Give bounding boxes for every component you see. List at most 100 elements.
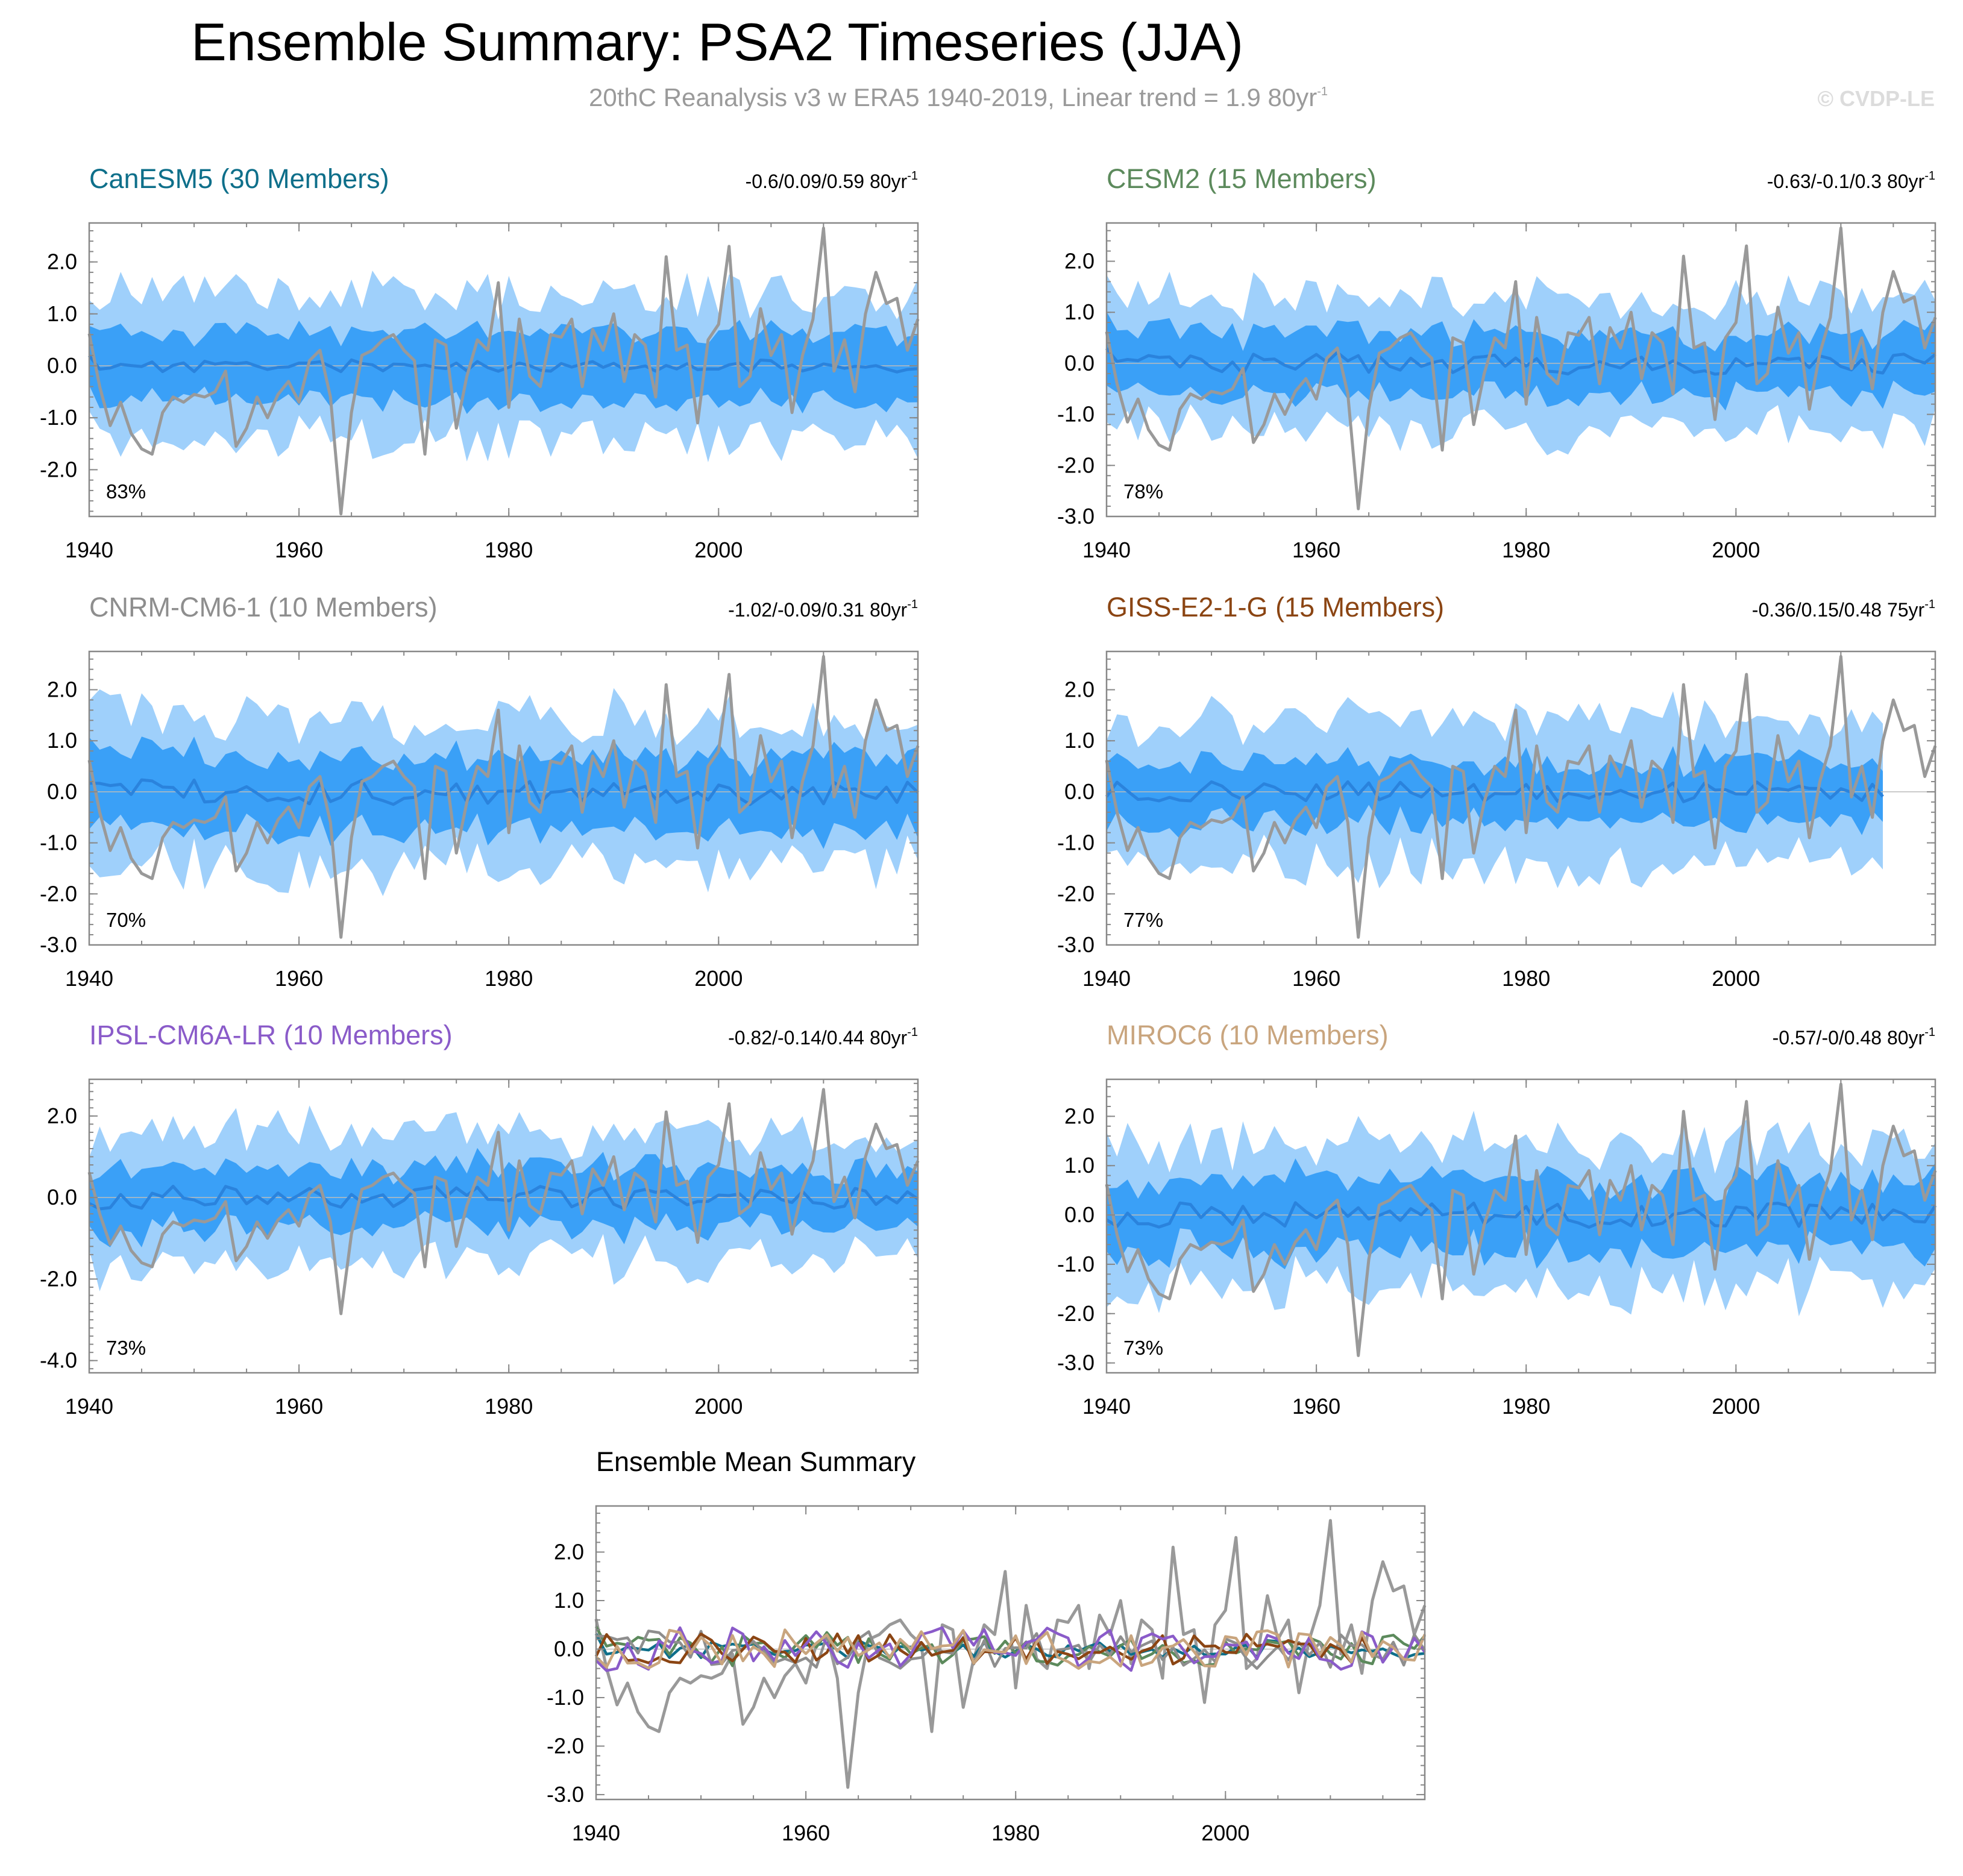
y-tick-label: 2.0: [1064, 1103, 1095, 1128]
ensemble-mean-series-5: [595, 1628, 1427, 1670]
panels-group: CanESM5 (30 Members) -0.6/0.09/0.59 80yr-…: [40, 163, 1937, 1845]
y-tick-label: 2.0: [1064, 249, 1095, 274]
y-tick-label: -2.0: [547, 1733, 584, 1758]
panel-trend-stat-text: -0.63/-0.1/0.3 80yr: [1767, 171, 1925, 192]
x-tick-label: 1960: [1292, 966, 1340, 991]
y-tick-label: 0.0: [1064, 351, 1095, 375]
y-tick-label: 0.0: [1064, 779, 1095, 804]
y-tick-label: 2.0: [47, 677, 77, 702]
x-tick-label: 1940: [65, 966, 113, 991]
y-tick-label: -1.0: [1057, 1252, 1095, 1276]
plot-frame: [88, 1078, 919, 1374]
panel-6: Ensemble Mean Summary 2.0 1.0 0.0 -1.0 -2.0 -3…: [547, 1446, 1427, 1845]
panel-trend-stat-text: -0.36/0.15/0.48 75yr: [1752, 599, 1925, 621]
x-tick-label: 1960: [275, 966, 323, 991]
x-tick-label: 1960: [275, 538, 323, 562]
x-tick-label: 1980: [1502, 1394, 1550, 1419]
ensemble-mean-line: [88, 354, 919, 374]
pattern-correlation-label: 70%: [106, 909, 146, 931]
panel-trend-stat-text: -0.6/0.09/0.59 80yr: [746, 171, 908, 192]
panel-2: CNRM-CM6-1 (10 Members) -1.02/-0.09/0.31 …: [40, 592, 920, 991]
cvdp-watermark: © CVDP-LE: [1817, 86, 1935, 111]
y-tick-label: -3.0: [1057, 504, 1095, 529]
x-tick-label: 2000: [1712, 538, 1760, 562]
panel-1: CESM2 (15 Members) -0.63/-0.1/0.3 80yr-1 7…: [1057, 163, 1937, 562]
y-tick-label: -1.0: [547, 1685, 584, 1710]
observations-line: [87, 655, 920, 939]
y-tick-label: 2.0: [554, 1539, 584, 1564]
y-tick-label: -2.0: [40, 457, 77, 482]
y-tick-label: -1.0: [1057, 402, 1095, 427]
y-tick-label: 0.0: [47, 353, 77, 378]
plot-frame: [1105, 222, 1936, 518]
panel-3: GISS-E2-1-G (15 Members) -0.36/0.15/0.48 …: [1057, 592, 1937, 991]
observations-line: [1105, 227, 1937, 510]
y-tick-label: 0.0: [554, 1636, 584, 1661]
y-tick-label: -1.0: [40, 405, 77, 430]
observations-line: [87, 227, 920, 516]
pattern-correlation-label: 73%: [106, 1337, 146, 1359]
y-tick-label: 1.0: [1064, 728, 1095, 753]
panel-trend-stat: -1.02/-0.09/0.31 80yr-1: [728, 598, 918, 621]
y-tick-label: 2.0: [1064, 677, 1095, 702]
x-tick-label: 1960: [1292, 1394, 1340, 1419]
x-tick-label: 2000: [694, 966, 743, 991]
x-tick-label: 1940: [1082, 538, 1131, 562]
x-tick-label: 1980: [485, 1394, 533, 1419]
panel-trend-stat: -0.82/-0.14/0.44 80yr-1: [728, 1026, 918, 1049]
y-tick-label: -1.0: [1057, 830, 1095, 855]
panel-title: IPSL-CM6A-LR (10 Members): [89, 1020, 453, 1050]
x-tick-label: 1980: [485, 966, 533, 991]
x-tick-label: 1960: [1292, 538, 1340, 562]
panel-trend-stat-superscript: -1: [907, 169, 918, 183]
y-tick-label: 1.0: [1064, 300, 1095, 324]
y-tick-label: -3.0: [40, 932, 77, 957]
y-tick-label: -2.0: [1057, 1301, 1095, 1326]
panel-5: MIROC6 (10 Members) -0.57/-0/0.48 80yr-1 7…: [1057, 1020, 1937, 1419]
figure-subtitle-superscript: -1: [1317, 85, 1328, 98]
panel-4: IPSL-CM6A-LR (10 Members) -0.82/-0.14/0.4…: [40, 1020, 920, 1419]
x-tick-label: 1940: [572, 1821, 620, 1845]
spread-inner-band: [89, 319, 918, 414]
x-tick-label: 2000: [1712, 1394, 1760, 1419]
plot-frame: [1105, 650, 1936, 946]
observations-line: [87, 1088, 920, 1316]
x-tick-label: 1960: [275, 1394, 323, 1419]
x-tick-label: 1940: [1082, 1394, 1131, 1419]
panel-trend-stat: -0.36/0.15/0.48 75yr-1: [1752, 598, 1935, 621]
y-tick-label: 0.0: [47, 779, 77, 804]
panel-title: CNRM-CM6-1 (10 Members): [89, 592, 438, 623]
pattern-correlation-label: 78%: [1123, 480, 1163, 503]
y-tick-label: 0.0: [1064, 1202, 1095, 1227]
plot-frame: [1105, 1078, 1936, 1374]
panel-trend-stat: -0.6/0.09/0.59 80yr-1: [746, 169, 918, 192]
x-tick-label: 2000: [1201, 1821, 1249, 1845]
panel-0: CanESM5 (30 Members) -0.6/0.09/0.59 80yr-…: [40, 163, 920, 562]
observations-line: [1105, 1082, 1937, 1357]
y-tick-label: 1.0: [47, 728, 77, 753]
y-tick-label: 1.0: [1064, 1153, 1095, 1178]
y-tick-label: -3.0: [547, 1782, 584, 1807]
y-tick-label: 0.0: [47, 1185, 77, 1209]
y-tick-label: -3.0: [1057, 1351, 1095, 1375]
figure-subtitle: 20thC Reanalysis v3 w ERA5 1940-2019, Li…: [589, 83, 1328, 111]
plot-frame: [88, 650, 919, 946]
y-tick-label: -1.0: [40, 830, 77, 855]
x-tick-label: 1960: [782, 1821, 830, 1845]
x-tick-label: 1980: [485, 538, 533, 562]
panel-trend-stat-text: -1.02/-0.09/0.31 80yr: [728, 599, 907, 621]
y-tick-label: 1.0: [47, 301, 77, 326]
pattern-correlation-label: 73%: [1123, 1337, 1163, 1359]
panel-title: Ensemble Mean Summary: [596, 1446, 916, 1477]
y-tick-label: -2.0: [1057, 881, 1095, 906]
pattern-correlation-label: 83%: [106, 480, 146, 503]
panel-trend-stat-text: -0.82/-0.14/0.44 80yr: [728, 1027, 907, 1049]
x-tick-label: 1940: [65, 1394, 113, 1419]
panel-trend-stat: -0.57/-0/0.48 80yr-1: [1773, 1026, 1935, 1049]
panel-title: GISS-E2-1-G (15 Members): [1107, 592, 1444, 623]
panel-title: MIROC6 (10 Members): [1107, 1020, 1389, 1050]
panel-title: CanESM5 (30 Members): [89, 163, 389, 194]
figure-subtitle-text: 20thC Reanalysis v3 w ERA5 1940-2019, Li…: [589, 83, 1317, 111]
pattern-correlation-label: 77%: [1123, 909, 1163, 931]
